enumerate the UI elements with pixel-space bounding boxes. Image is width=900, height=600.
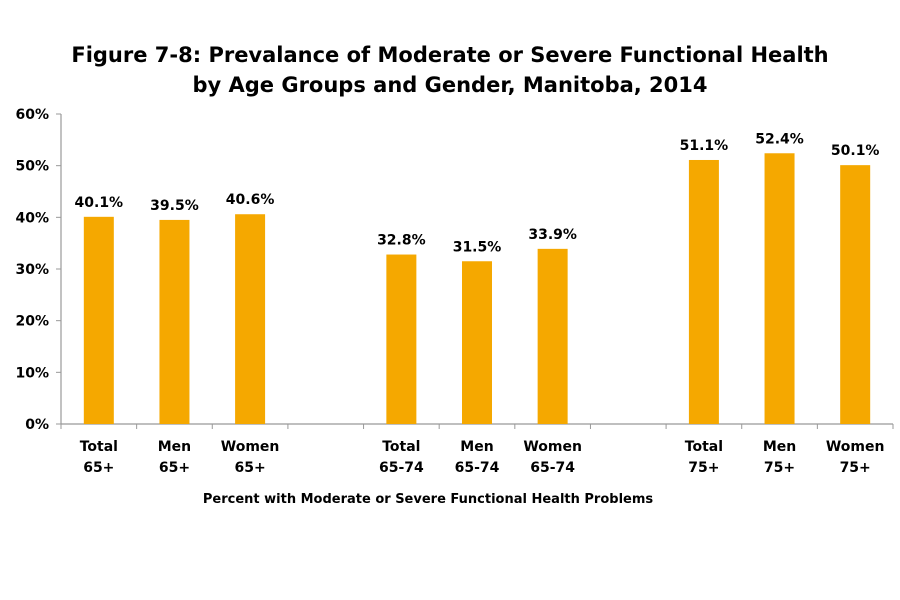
x-tick-label: Total (685, 439, 723, 455)
x-tick-label: 65-74 (530, 460, 575, 476)
x-tick-label: 65+ (83, 460, 114, 476)
data-label: 40.6% (226, 192, 275, 208)
bar (688, 159, 719, 424)
x-tick-label: 75+ (764, 460, 795, 476)
x-tick-label: Total (80, 439, 118, 455)
data-label: 31.5% (453, 239, 502, 255)
bar (83, 216, 114, 424)
x-tick-label: Total (382, 439, 420, 455)
x-tick-label: Men (158, 439, 191, 455)
x-tick-label: Men (763, 439, 796, 455)
bar (159, 219, 190, 424)
data-label: 50.1% (831, 143, 880, 159)
data-label: 39.5% (150, 198, 199, 214)
chart-title: Figure 7-8: Prevalance of Moderate or Se… (0, 40, 900, 100)
x-tick-label: 75+ (688, 460, 719, 476)
x-tick-label: Men (460, 439, 493, 455)
data-label: 32.8% (377, 233, 426, 249)
x-tick-label: Women (523, 439, 582, 455)
data-label: 51.1% (680, 138, 729, 154)
bar (764, 153, 795, 424)
x-tick-label: 65+ (234, 460, 265, 476)
x-tick-label: 65-74 (379, 460, 424, 476)
y-tick-label: 40% (15, 210, 49, 226)
bar (386, 254, 417, 424)
x-tick-label: Women (826, 439, 885, 455)
x-tick-label: 65-74 (455, 460, 500, 476)
chart-title-line1: Figure 7-8: Prevalance of Moderate or Se… (71, 43, 829, 67)
y-tick-label: 0% (25, 417, 49, 433)
y-tick-label: 20% (15, 314, 49, 330)
y-tick-label: 10% (15, 365, 49, 381)
data-label: 40.1% (75, 195, 124, 211)
bar (537, 248, 568, 424)
data-label: 33.9% (528, 227, 577, 243)
data-label: 52.4% (755, 131, 804, 147)
y-tick-label: 50% (15, 159, 49, 175)
bar (840, 165, 871, 424)
x-tick-label: 75+ (840, 460, 871, 476)
y-tick-label: 30% (15, 262, 49, 278)
x-tick-label: Women (221, 439, 280, 455)
bar (235, 214, 266, 424)
x-axis-label: Percent with Moderate or Severe Function… (203, 492, 654, 507)
x-tick-label: 65+ (159, 460, 190, 476)
chart-title-line2: by Age Groups and Gender, Manitoba, 2014 (192, 73, 708, 97)
bar (462, 261, 492, 424)
y-tick-label: 60% (15, 107, 49, 123)
